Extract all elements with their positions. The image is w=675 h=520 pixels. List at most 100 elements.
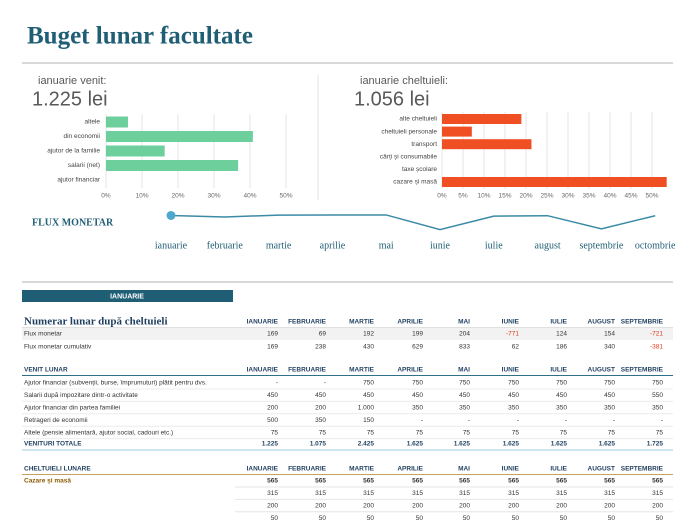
x-tick-label: martie <box>266 240 292 251</box>
column-header: APRILIE <box>397 319 423 326</box>
bar <box>442 177 667 187</box>
cell: 750 <box>508 380 519 387</box>
row-label: Ajutor financiar (subvenții, burse, împr… <box>24 380 207 387</box>
cell: 450 <box>556 392 567 399</box>
column-header: MAI <box>458 319 470 326</box>
cell: 75 <box>656 429 664 436</box>
cell: 169 <box>267 331 278 338</box>
tab[interactable] <box>22 290 233 302</box>
cell: - <box>468 417 470 424</box>
x-tick-label: 20% <box>171 193 184 200</box>
category-label: cheltuieli personale <box>381 128 437 135</box>
cell: 75 <box>271 429 279 436</box>
cell: - <box>565 417 567 424</box>
cell: 450 <box>363 392 374 399</box>
cell: 565 <box>363 478 374 485</box>
bar <box>106 160 239 171</box>
column-header: MARTIE <box>349 466 375 473</box>
cell: 50 <box>656 515 664 520</box>
x-tick-label: 15% <box>498 193 511 200</box>
x-tick-label: 40% <box>603 193 616 200</box>
cell: 315 <box>652 490 663 497</box>
cell: -721 <box>650 331 663 338</box>
cell: 315 <box>556 490 567 497</box>
x-tick-label: 45% <box>624 193 637 200</box>
cell: 1.000 <box>358 405 375 412</box>
category-label: ajutor de la familie <box>47 148 100 155</box>
cell: 200 <box>652 503 663 510</box>
cell: 200 <box>315 405 326 412</box>
cell: - <box>276 380 278 387</box>
category-label: cazare și masă <box>393 179 437 186</box>
cell: 750 <box>652 380 663 387</box>
cell: 350 <box>604 405 615 412</box>
cell: 1.625 <box>503 441 520 448</box>
cell: - <box>421 417 423 424</box>
column-header: MARTIE <box>349 319 375 326</box>
cell: 200 <box>267 503 278 510</box>
chart-label: ianuarie cheltuieli: <box>360 75 448 87</box>
x-tick-label: 20% <box>519 193 532 200</box>
category-label: transport <box>411 141 437 148</box>
column-header: IANUARIE <box>247 319 279 326</box>
row-label: Flux monetar cumulativ <box>24 344 92 351</box>
cell: 430 <box>363 344 374 351</box>
x-tick-label: octombrie <box>635 240 675 251</box>
cell: 565 <box>652 478 663 485</box>
page-title: Buget lunar facultate <box>27 23 253 50</box>
cell: 315 <box>459 490 470 497</box>
column-header: IULIE <box>550 367 567 374</box>
column-header: FEBRUARIE <box>288 466 327 473</box>
flow-marker <box>166 210 176 220</box>
x-tick-label: 50% <box>645 193 658 200</box>
cell: 565 <box>315 478 326 485</box>
cell: -771 <box>506 331 519 338</box>
column-header: SEPTEMBRIE <box>621 466 664 473</box>
cell: 50 <box>416 515 424 520</box>
cell: 1.075 <box>310 441 327 448</box>
cell: 204 <box>459 331 470 338</box>
cell: 565 <box>459 478 470 485</box>
x-tick-label: 0% <box>437 193 447 200</box>
row-label: Flux monetar <box>24 331 63 338</box>
column-header: IULIE <box>550 319 567 326</box>
x-tick-label: 25% <box>540 193 553 200</box>
cell: 340 <box>604 344 615 351</box>
column-header: IANUARIE <box>247 367 279 374</box>
cell: 50 <box>271 515 279 520</box>
cell: 750 <box>604 380 615 387</box>
cell: 200 <box>267 405 278 412</box>
row-label: VENITURI TOTALE <box>24 441 82 448</box>
column-header: IULIE <box>550 466 567 473</box>
row-label: Cazare și masă <box>24 478 71 485</box>
column-header: IUNIE <box>502 466 520 473</box>
bar <box>442 114 522 124</box>
cell: 238 <box>315 344 326 351</box>
cell: 150 <box>363 417 374 424</box>
cell: 2.425 <box>358 441 375 448</box>
cell: 69 <box>319 331 327 338</box>
row-label: Altele (pensie alimentară, ajutor social… <box>24 429 173 436</box>
cell: 75 <box>319 429 327 436</box>
category-label: salarii (net) <box>68 162 100 169</box>
tab-label[interactable]: IANUARIE <box>110 293 144 300</box>
cell: 1.625 <box>551 441 568 448</box>
x-tick-label: februarie <box>207 240 244 251</box>
cell: - <box>661 417 663 424</box>
cell: 200 <box>556 503 567 510</box>
cell: 315 <box>363 490 374 497</box>
cell: 1.625 <box>454 441 471 448</box>
bar <box>106 116 128 128</box>
cell: 62 <box>512 344 520 351</box>
cell: 750 <box>459 380 470 387</box>
cell: 192 <box>363 331 374 338</box>
category-label: taxe școlare <box>402 166 437 173</box>
column-header: MAI <box>458 466 470 473</box>
chart-total: 1.225 lei <box>32 88 108 110</box>
chart-total: 1.056 lei <box>354 88 430 110</box>
x-tick-label: 40% <box>243 193 256 200</box>
x-tick-label: 30% <box>561 193 574 200</box>
cell: 200 <box>508 503 519 510</box>
